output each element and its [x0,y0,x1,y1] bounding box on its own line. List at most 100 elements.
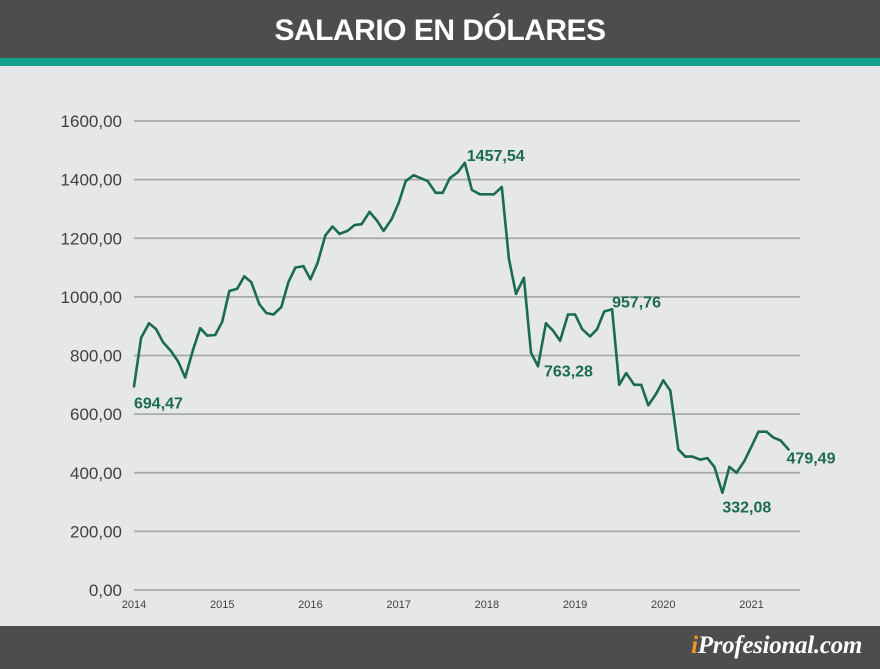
brand-name: Profesional.com [697,632,863,659]
data-point [779,439,782,442]
x-tick-label: 2017 [386,599,410,611]
data-point [507,257,511,260]
data-point [721,491,724,494]
chart-title: SALARIO EN DÓLARES [274,14,606,47]
footer-bar: iProfesional.com [0,626,880,669]
y-tick-label: 1600,00 [61,112,122,131]
data-point [632,383,636,387]
data-point [419,176,422,180]
data-point [154,327,158,331]
data-point [456,171,459,174]
data-point [595,327,599,331]
data-point [412,174,415,177]
data-point [669,389,672,392]
data-point [706,456,709,460]
x-tick-label: 2016 [298,599,322,611]
data-point [566,313,570,316]
data-point [470,188,474,192]
x-tick-label: 2014 [122,599,146,611]
data-point [617,383,621,387]
data-point [426,179,429,183]
data-point [655,392,658,395]
data-point [404,179,407,183]
data-point [338,232,341,236]
y-tick-label: 600,00 [70,405,122,424]
data-point [139,336,143,340]
data-label: 957,76 [612,294,661,311]
data-point [529,351,533,354]
data-label: 332,08 [722,500,771,517]
data-point [500,185,504,189]
accent-stripe [0,58,880,66]
series-line [132,161,790,495]
annotation-labels: 694,47 1457,54 763,28 957,76 332,08 479,49 [134,148,836,517]
data-point [250,281,253,284]
x-tick-label: 2021 [739,599,763,611]
data-point [221,320,224,323]
y-tick-label: 1000,00 [61,288,122,307]
data-point [287,281,290,284]
data-point [750,445,753,448]
data-label: 479,49 [787,450,836,467]
data-point [448,176,451,180]
data-point [353,223,356,227]
data-point [441,191,444,195]
data-point [514,292,518,296]
y-tick-label: 1200,00 [61,229,122,248]
data-point [478,193,481,196]
data-point [258,303,261,306]
y-tick-label: 1400,00 [61,171,122,190]
data-point [183,376,187,379]
data-point [640,383,643,387]
data-point [735,471,738,474]
data-point [625,371,628,375]
data-point [434,191,437,195]
y-tick-label: 800,00 [70,347,122,366]
data-point [390,217,393,221]
series-group [132,161,790,495]
data-point [324,234,327,237]
data-point [169,349,173,353]
x-tick-label: 2020 [651,599,675,611]
data-point [191,348,195,351]
data-point [757,430,760,433]
data-point [647,404,650,407]
data-point [662,379,665,382]
data-point [485,193,489,196]
data-point [309,278,312,281]
y-tick-label: 400,00 [70,464,122,483]
data-point [198,327,202,330]
data-point [602,310,606,313]
brand-logo[interactable]: iProfesional.com [691,632,862,660]
data-point [294,266,297,269]
y-tick-label: 200,00 [70,522,122,541]
data-point [713,465,716,469]
data-point [691,455,694,458]
data-point [677,448,680,451]
data-point [772,436,775,439]
data-point [147,322,151,325]
data-point [360,222,363,226]
data-point [265,311,268,315]
data-point [382,229,385,233]
data-point [280,305,283,309]
data-point [728,465,731,469]
data-point [316,261,319,265]
data-point [213,333,217,337]
data-point [522,276,526,280]
data-label: 763,28 [544,363,593,380]
data-point [161,341,165,344]
data-point [765,430,768,433]
data-point [375,218,378,222]
data-point [243,275,246,278]
data-label: 694,47 [134,395,183,412]
x-axis-ticks: 2014 2015 2016 2017 2018 2019 2020 2021 [122,599,764,611]
header-bar: SALARIO EN DÓLARES [0,0,880,58]
data-point [176,360,180,363]
x-tick-label: 2019 [563,599,587,611]
data-point [743,459,746,463]
data-point [536,365,540,368]
data-point [132,385,136,388]
grid-lines [134,120,800,591]
data-point [580,327,584,331]
